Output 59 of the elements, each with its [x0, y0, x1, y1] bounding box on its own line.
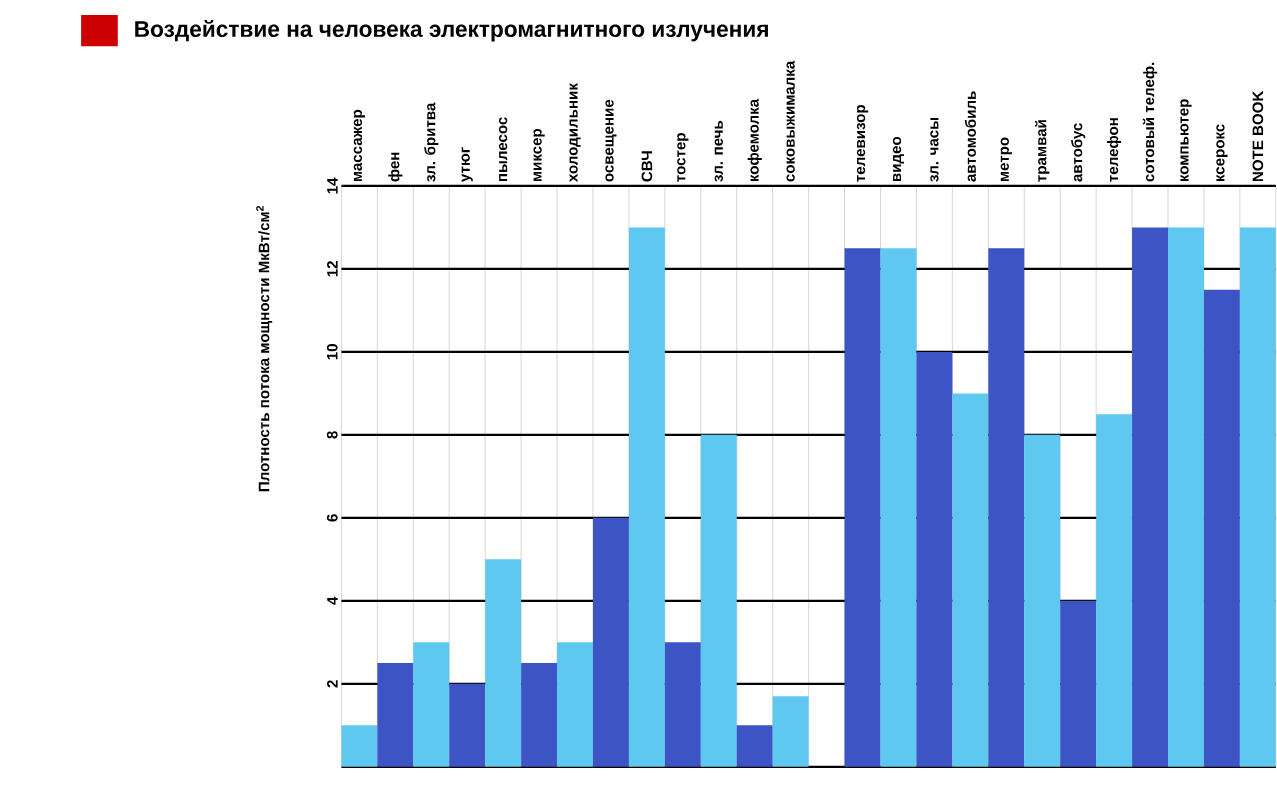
bar — [628, 227, 665, 767]
x-tick-label: утюг — [461, 147, 473, 182]
bar — [1203, 289, 1240, 767]
x-tick-label: соковыжималка — [786, 60, 795, 182]
bar — [413, 642, 450, 767]
chart-title: Воздействие на человека электромагнитного излучения — [135, 19, 768, 42]
bar — [485, 559, 522, 767]
bar — [1024, 434, 1061, 767]
x-tick-label: зл. часы — [930, 117, 939, 182]
y-tick-label: 2 — [327, 680, 338, 688]
bar — [557, 642, 593, 767]
bar — [449, 683, 486, 767]
y-axis-title: Плотность потока мощности МкВт/см$^{2}$ — [256, 205, 273, 492]
x-tick-label: телевизор — [856, 104, 869, 182]
bar — [988, 248, 1025, 767]
x-tick-label: зл. печь — [714, 120, 723, 182]
x-tick-label: холодильник — [569, 83, 581, 182]
bar — [844, 248, 881, 767]
x-tick-label: СВЧ — [641, 151, 653, 182]
bar — [521, 663, 558, 767]
x-tick-label: автобус — [1071, 123, 1086, 182]
bar — [1239, 227, 1276, 767]
y-tick-label: 10 — [326, 344, 338, 360]
bar — [1060, 600, 1097, 767]
bar — [341, 725, 378, 767]
x-tick-label: трамвай — [1035, 120, 1050, 182]
x-tick-label: NOTE BOOK — [1252, 90, 1264, 182]
x-tick-label: ксерокс — [1216, 124, 1228, 182]
y-tick-label: 12 — [327, 261, 338, 277]
bar — [664, 642, 701, 767]
x-tick-label: компьютер — [1180, 99, 1192, 182]
bar — [1132, 227, 1169, 767]
bar — [916, 351, 953, 767]
bar — [736, 725, 773, 767]
y-tick-label: 14 — [327, 177, 338, 194]
y-tick-label: 8 — [326, 431, 338, 439]
x-tick-label: освещение — [605, 99, 617, 182]
x-tick-label: телефон — [1107, 118, 1122, 182]
x-tick-label: метро — [1000, 137, 1012, 182]
y-tick-label: 4 — [327, 596, 338, 605]
x-tick-label: миксер — [533, 128, 545, 182]
bar — [1096, 414, 1133, 767]
x-tick-label: пылесос — [499, 117, 508, 182]
x-tick-label: сотовый телеф. — [1142, 62, 1158, 182]
x-tick-label: массажер — [353, 109, 366, 182]
bar — [377, 663, 414, 767]
x-tick-label: кофемолка — [747, 98, 762, 182]
x-tick-label: зл. бритва — [424, 102, 439, 182]
bar — [772, 696, 809, 767]
x-tick-label: автомобиль — [964, 91, 976, 182]
x-tick-label: видео — [892, 136, 905, 182]
bar — [952, 393, 989, 767]
bar — [700, 434, 737, 767]
x-tick-label: тостер — [677, 133, 689, 182]
bar — [592, 517, 629, 767]
x-tick-label: фен — [388, 152, 403, 182]
y-tick-label: 6 — [326, 514, 338, 522]
bar — [880, 248, 917, 767]
bar — [1168, 227, 1204, 767]
